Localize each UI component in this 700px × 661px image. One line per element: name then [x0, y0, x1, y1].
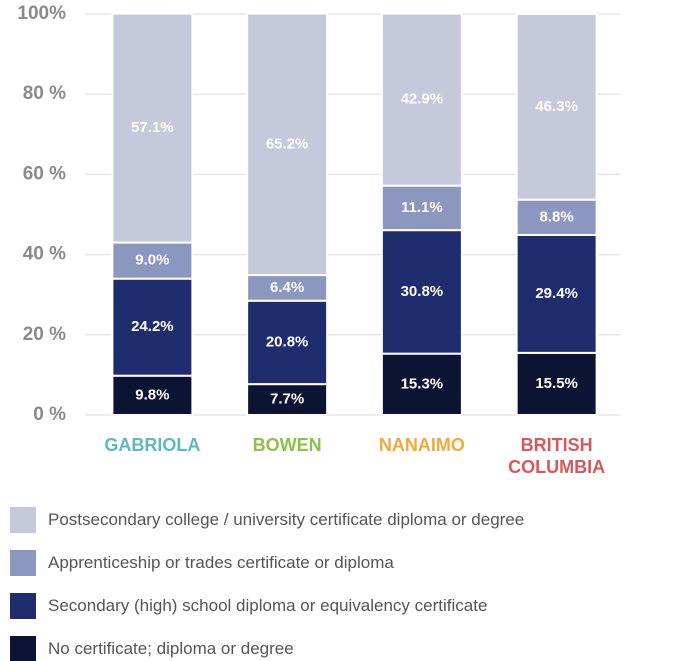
bar-segment: [246, 383, 329, 416]
legend-swatch: [10, 636, 36, 661]
legend-item: Postsecondary college / university certi…: [10, 507, 524, 533]
bar-segment: [111, 277, 194, 377]
data-label: 15.5%: [535, 375, 578, 392]
legend-swatch: [10, 593, 36, 619]
data-label: 9.8%: [135, 386, 169, 403]
y-tick-label: 0 %: [33, 404, 66, 425]
data-label: 9.0%: [135, 252, 169, 269]
y-tick-label: 80 %: [23, 83, 66, 104]
legend-item: No certificate; diploma or degree: [10, 636, 294, 661]
bar-segment: [246, 299, 329, 386]
y-tick-label: 100%: [17, 3, 66, 24]
bar-segment: [515, 233, 598, 354]
bar-segment: [380, 229, 463, 355]
bar-segment: [380, 352, 463, 417]
data-label: 8.8%: [540, 208, 574, 225]
bar-segment: [111, 12, 194, 244]
data-label: 11.1%: [401, 199, 443, 216]
legend-label: Postsecondary college / university certi…: [48, 510, 525, 529]
y-tick-label: 20 %: [23, 324, 66, 345]
legend-item: Secondary (high) school diploma or equiv…: [10, 593, 487, 619]
data-label: 6.4%: [270, 279, 304, 296]
data-label: 30.8%: [401, 283, 444, 300]
bar-segment: [111, 374, 194, 416]
data-label: 7.7%: [270, 391, 304, 408]
data-label: 20.8%: [266, 333, 309, 350]
x-tick-label: BOWEN: [252, 435, 322, 455]
x-tick-label: NANAIMO: [378, 435, 465, 455]
data-label: 15.3%: [401, 375, 444, 392]
data-label: 29.4%: [535, 285, 578, 302]
data-label: 57.1%: [131, 119, 174, 136]
legend-item: Apprenticeship or trades certificate or …: [10, 550, 394, 576]
bar-segment: [246, 274, 329, 302]
data-label: 42.9%: [401, 91, 444, 108]
x-tick-label: GABRIOLA: [104, 435, 201, 455]
legend-label: Apprenticeship or trades certificate or …: [48, 553, 394, 572]
data-label: 46.3%: [535, 98, 578, 115]
y-tick-label: 40 %: [23, 244, 66, 265]
bar-segment: [111, 241, 194, 280]
legend-label: No certificate; diploma or degree: [48, 639, 294, 658]
bar-segment: [380, 184, 463, 232]
legend-swatch: [10, 507, 36, 533]
legend-swatch: [10, 550, 36, 576]
bar-segment: [246, 12, 329, 277]
y-tick-label: 60 %: [23, 163, 66, 184]
legend-label: Secondary (high) school diploma or equiv…: [48, 596, 488, 615]
data-label: 24.2%: [131, 318, 174, 335]
bar-segment: [515, 198, 598, 236]
x-tick-label: BRITISH COLUMBIA: [508, 435, 606, 477]
bar-segment: [380, 12, 463, 187]
data-label: 65.2%: [266, 135, 309, 152]
bar-segment: [515, 13, 598, 201]
